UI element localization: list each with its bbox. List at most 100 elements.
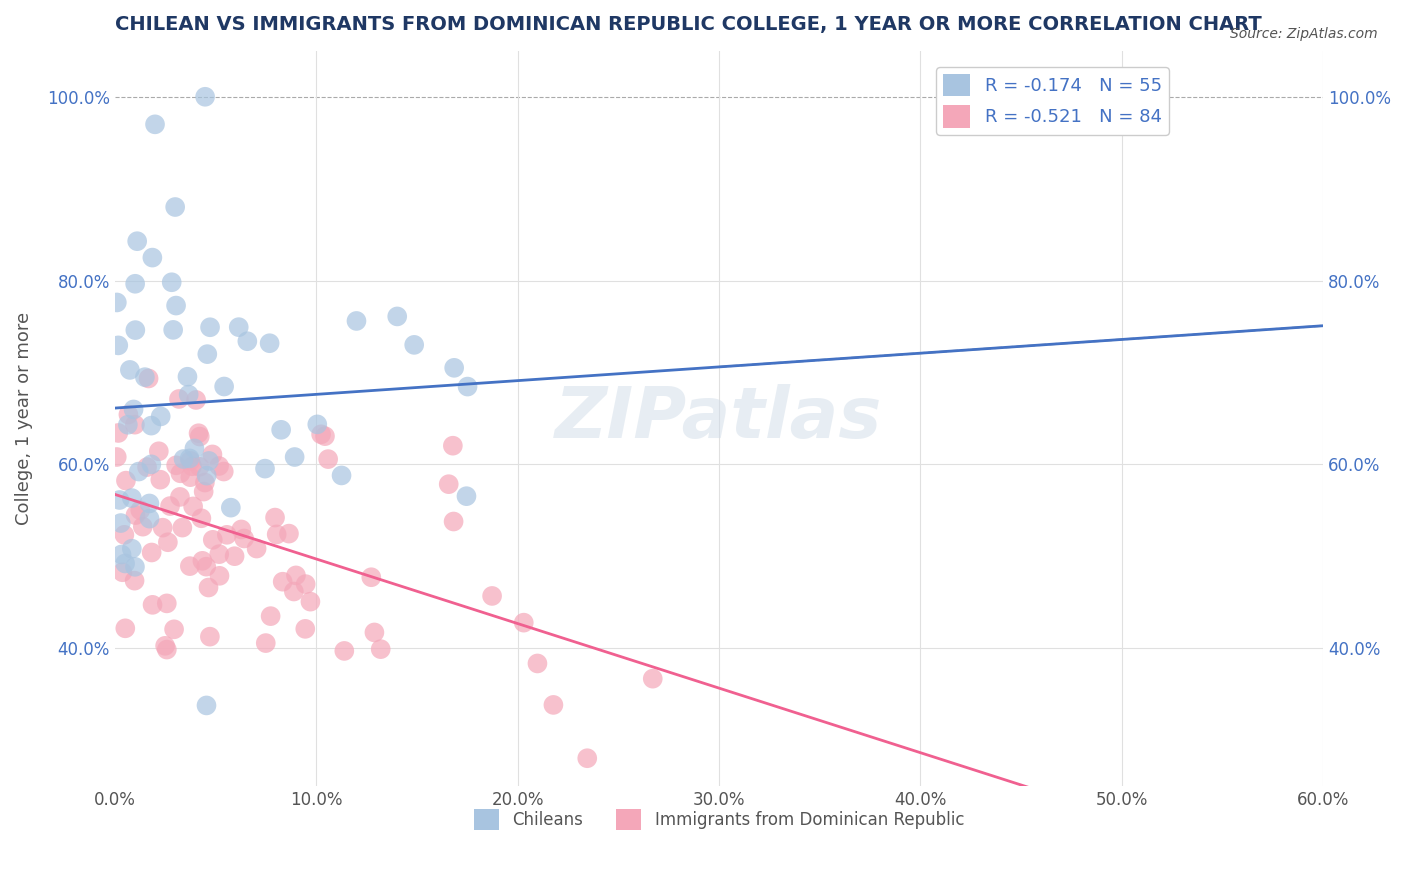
- Point: [441, 439, 464, 453]
- Point: [224, 549, 246, 564]
- Point: [246, 541, 269, 556]
- Point: [188, 429, 211, 443]
- Point: [181, 500, 204, 514]
- Point: [118, 363, 141, 377]
- Point: [195, 468, 218, 483]
- Point: [457, 379, 479, 393]
- Point: [107, 338, 129, 352]
- Point: [149, 409, 172, 424]
- Point: [187, 426, 209, 441]
- Text: CHILEAN VS IMMIGRANTS FROM DOMINICAN REPUBLIC COLLEGE, 1 YEAR OR MORE CORRELATIO: CHILEAN VS IMMIGRANTS FROM DOMINICAN REP…: [115, 15, 1261, 34]
- Point: [179, 451, 201, 466]
- Point: [114, 621, 136, 635]
- Point: [110, 548, 132, 562]
- Point: [165, 299, 187, 313]
- Point: [167, 392, 190, 406]
- Point: [456, 489, 478, 503]
- Point: [283, 584, 305, 599]
- Point: [193, 484, 215, 499]
- Point: [169, 490, 191, 504]
- Point: [173, 452, 195, 467]
- Point: [307, 417, 329, 432]
- Point: [219, 500, 242, 515]
- Point: [107, 425, 129, 440]
- Point: [149, 473, 172, 487]
- Y-axis label: College, 1 year or more: College, 1 year or more: [15, 311, 32, 524]
- Point: [231, 523, 253, 537]
- Point: [201, 533, 224, 547]
- Point: [236, 334, 259, 349]
- Point: [184, 392, 207, 407]
- Point: [141, 598, 163, 612]
- Point: [156, 642, 179, 657]
- Point: [124, 417, 146, 432]
- Point: [526, 657, 548, 671]
- Point: [285, 568, 308, 582]
- Point: [294, 622, 316, 636]
- Point: [233, 532, 256, 546]
- Point: [299, 594, 322, 608]
- Point: [163, 622, 186, 636]
- Point: [543, 698, 565, 712]
- Point: [129, 503, 152, 517]
- Point: [110, 516, 132, 530]
- Point: [138, 371, 160, 385]
- Point: [114, 557, 136, 571]
- Point: [124, 559, 146, 574]
- Point: [195, 347, 218, 361]
- Point: [346, 314, 368, 328]
- Point: [141, 251, 163, 265]
- Point: [156, 596, 179, 610]
- Point: [127, 234, 149, 248]
- Point: [212, 379, 235, 393]
- Point: [138, 511, 160, 525]
- Point: [481, 589, 503, 603]
- Text: Source: ZipAtlas.com: Source: ZipAtlas.com: [1230, 27, 1378, 41]
- Point: [215, 528, 238, 542]
- Point: [641, 672, 664, 686]
- Point: [121, 491, 143, 505]
- Point: [314, 429, 336, 443]
- Legend: Chileans, Immigrants from Dominican Republic: Chileans, Immigrants from Dominican Repu…: [467, 803, 970, 836]
- Point: [105, 450, 128, 464]
- Point: [153, 639, 176, 653]
- Point: [112, 528, 135, 542]
- Point: [177, 387, 200, 401]
- Point: [152, 521, 174, 535]
- Point: [179, 454, 201, 468]
- Text: ZIPatlas: ZIPatlas: [555, 384, 883, 453]
- Point: [122, 402, 145, 417]
- Point: [513, 615, 536, 630]
- Point: [360, 570, 382, 584]
- Point: [141, 458, 163, 472]
- Point: [165, 200, 187, 214]
- Point: [148, 444, 170, 458]
- Point: [172, 520, 194, 534]
- Point: [179, 470, 201, 484]
- Point: [316, 452, 339, 467]
- Point: [117, 408, 139, 422]
- Point: [141, 418, 163, 433]
- Point: [105, 295, 128, 310]
- Point: [179, 559, 201, 574]
- Point: [132, 519, 155, 533]
- Point: [156, 535, 179, 549]
- Point: [270, 423, 292, 437]
- Point: [162, 323, 184, 337]
- Point: [333, 644, 356, 658]
- Point: [195, 559, 218, 574]
- Point: [194, 89, 217, 103]
- Point: [208, 569, 231, 583]
- Point: [198, 320, 221, 334]
- Point: [201, 447, 224, 461]
- Point: [121, 541, 143, 556]
- Point: [197, 581, 219, 595]
- Point: [181, 459, 204, 474]
- Point: [370, 642, 392, 657]
- Point: [404, 338, 426, 352]
- Point: [266, 527, 288, 541]
- Point: [134, 370, 156, 384]
- Point: [259, 609, 281, 624]
- Point: [124, 574, 146, 588]
- Point: [108, 493, 131, 508]
